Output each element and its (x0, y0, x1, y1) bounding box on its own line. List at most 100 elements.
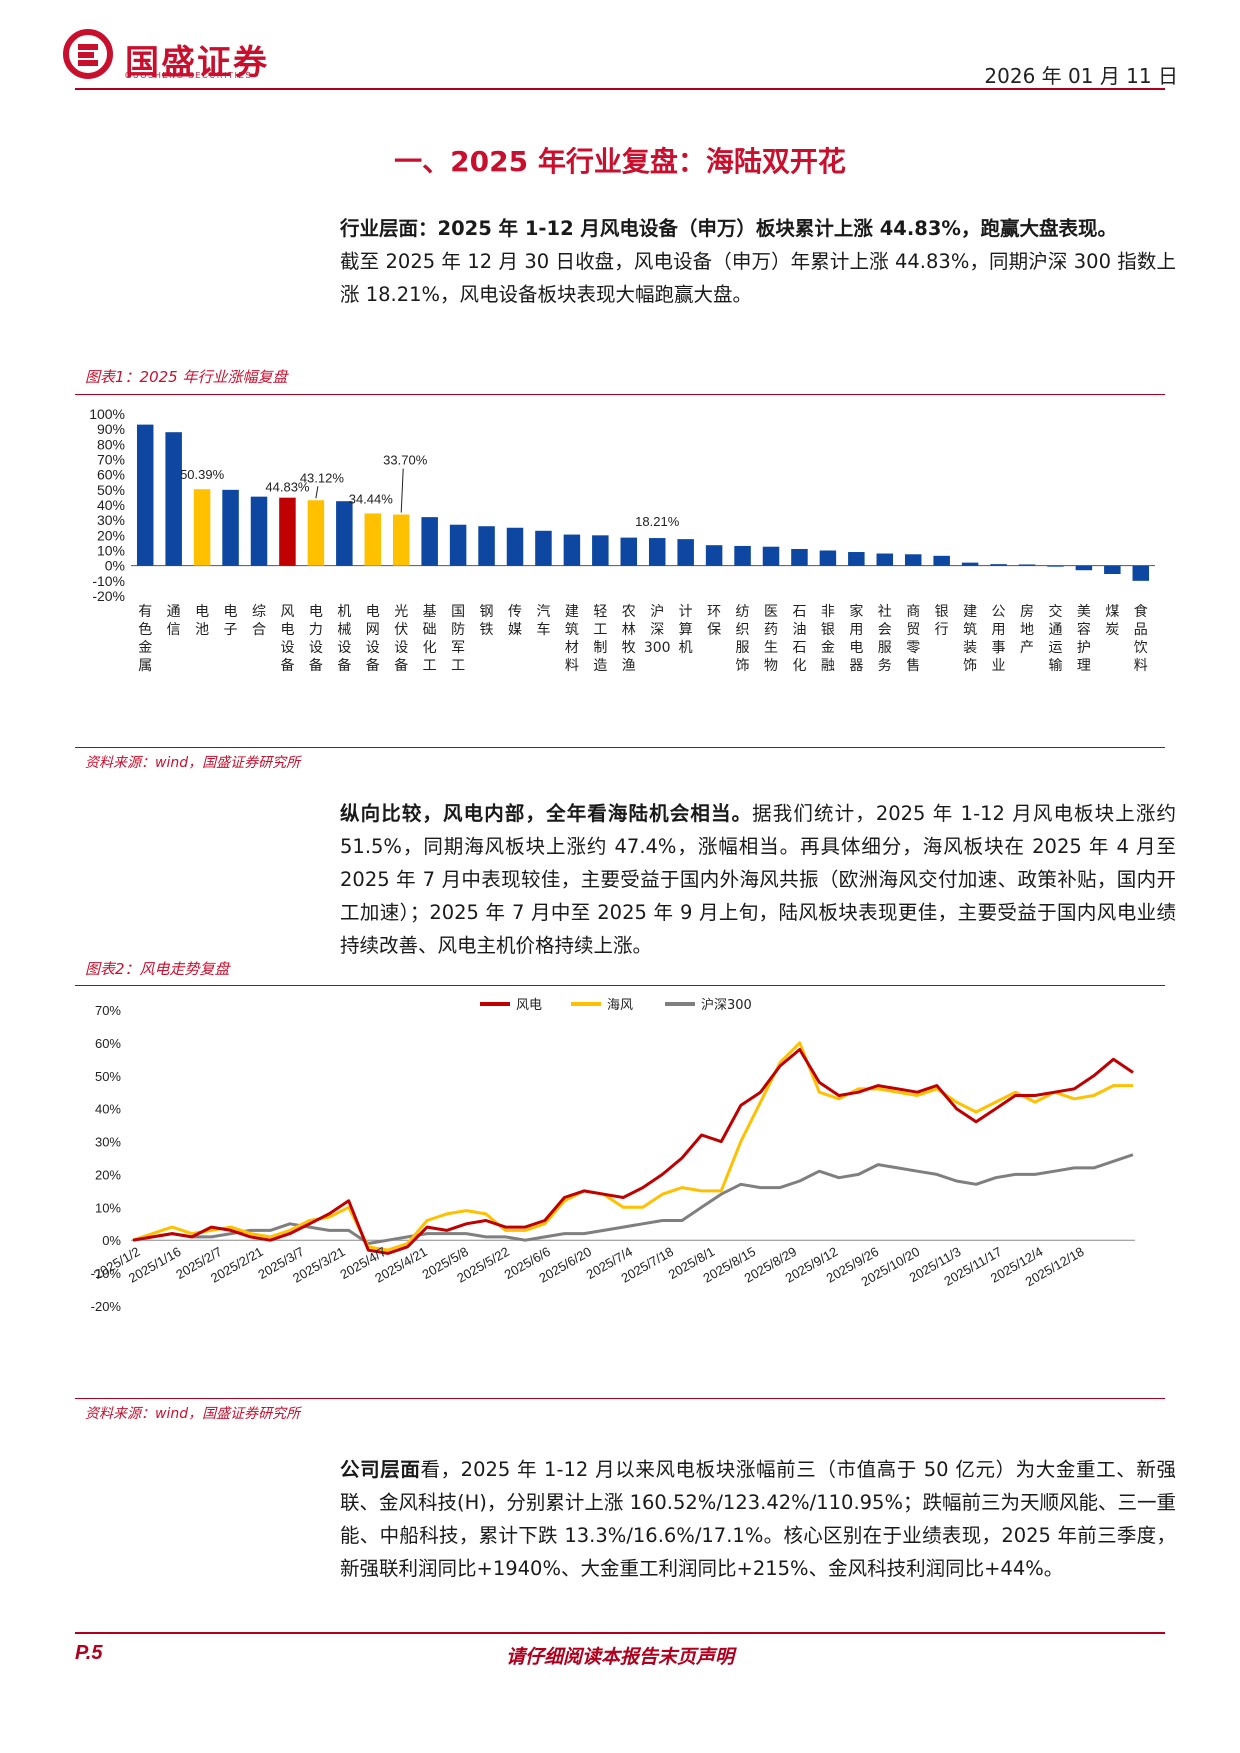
category-label: 电力设备 (309, 604, 323, 674)
category-label-char: 料 (565, 658, 579, 674)
category-label-char: 金 (138, 640, 152, 656)
bar (1104, 565, 1121, 575)
category-label-char: 伏 (394, 622, 408, 638)
category-label-char: 运 (1048, 640, 1062, 656)
category-label-char: 设 (366, 640, 380, 656)
y-tick-label: 50% (97, 482, 125, 498)
paragraph-wind-compare: 纵向比较，风电内部，全年看海陆机会相当。据我们统计，2025 年 1-12 月风… (340, 797, 1176, 962)
category-label-char: 础 (423, 622, 437, 638)
category-label-char: 机 (679, 640, 693, 656)
category-label-char: 工 (451, 658, 465, 674)
category-label-char: 器 (849, 658, 863, 674)
data-label: 43.12% (300, 470, 345, 485)
category-label-char: 公 (992, 604, 1006, 620)
category-label-char: 饰 (963, 658, 977, 674)
category-label-char: 炭 (1105, 622, 1119, 638)
paragraph-wind-compare-body: 据我们统计，2025 年 1-12 月风电板块上涨约 51.5%，同期海风板块上… (340, 802, 1176, 957)
category-label-char: 物 (764, 658, 778, 674)
legend-label: 沪深300 (701, 997, 752, 1013)
category-label-char: 地 (1020, 622, 1034, 638)
category-label-char: 林 (622, 622, 636, 638)
figure1-top-rule (75, 394, 1165, 395)
category-label-char: 用 (992, 622, 1006, 638)
category-label: 电网设备 (366, 604, 380, 674)
paragraph-company-body: 公司层面看，2025 年 1-12 月以来风电板块涨幅前三（市值高于 50 亿元… (340, 1458, 1176, 1580)
category-label: 农林牧渔 (622, 604, 636, 674)
category-label-char: 饰 (736, 658, 750, 674)
category-label-char: 媒 (508, 622, 522, 638)
data-label: 18.21% (635, 514, 680, 529)
y-tick-label: 100% (89, 406, 125, 422)
category-label-char: 售 (906, 658, 920, 674)
legend-label: 风电 (516, 998, 542, 1013)
bar (620, 537, 638, 566)
data-label: 33.70% (383, 453, 428, 468)
bar (392, 514, 410, 566)
report-date: 2026 年 01 月 11 日 (984, 64, 1178, 88)
category-label-char: 银 (821, 622, 835, 638)
category-label-char: 建 (565, 604, 579, 620)
category-label-char: 输 (1048, 658, 1062, 674)
category-label-char: 装 (963, 640, 977, 656)
category-label-char: 设 (309, 640, 323, 656)
category-label-char: 药 (764, 622, 778, 638)
category-label-char: 保 (707, 622, 721, 638)
category-label-char: 铁 (480, 622, 494, 638)
category-label-char: 容 (1077, 621, 1091, 638)
category-label: 电池 (195, 604, 209, 638)
data-label: 34.44% (349, 491, 394, 506)
category-label: 风电设备 (280, 604, 294, 674)
category-label-char: 电 (309, 604, 323, 620)
category-label-char: 备 (309, 657, 323, 674)
category-label-char: 行 (935, 622, 949, 638)
category-label: 建筑装饰 (963, 604, 977, 674)
paragraph-wind-compare-lead: 纵向比较，风电内部，全年看海陆机会相当。 (340, 802, 753, 825)
y-tick-label: 40% (95, 1102, 121, 1117)
footer-divider (75, 1632, 1165, 1634)
y-tick-label: 30% (95, 1135, 121, 1150)
figure1-source: 资料来源：wind，国盛证券研究所 (85, 755, 301, 771)
category-label-char: 子 (224, 622, 238, 638)
bar (364, 513, 382, 566)
category-label-char: 产 (1020, 640, 1034, 656)
logo-subtitle: GUOSHENG SECURITIES (125, 71, 253, 80)
category-label: 美容护理 (1077, 604, 1091, 674)
y-tick-label: 70% (97, 452, 125, 468)
category-label-char: 通 (167, 604, 181, 620)
bar (1132, 565, 1150, 581)
category-label-char: 会 (878, 622, 892, 638)
category-label-char: 纺 (736, 604, 750, 620)
category-label: 社会服务 (878, 604, 892, 674)
bar (592, 535, 609, 566)
bar (1047, 565, 1064, 567)
category-label-char: 服 (878, 640, 892, 656)
category-label: 基础化工 (423, 603, 437, 674)
y-tick-label: 90% (97, 421, 125, 437)
bar (165, 432, 182, 566)
category-label: 房地产 (1020, 604, 1034, 656)
category-label: 国防军工 (451, 604, 465, 674)
category-label-char: 传 (508, 604, 522, 620)
bar (563, 534, 581, 566)
category-label-char: 商 (906, 604, 920, 620)
category-label: 纺织服饰 (736, 604, 750, 674)
category-label-char: 料 (1134, 658, 1148, 674)
category-label-char: 光 (394, 604, 408, 620)
y-tick-label: 50% (95, 1069, 121, 1084)
category-label-char: 机 (337, 604, 351, 620)
bar (506, 527, 524, 566)
disclaimer-note: 请仔细阅读本报告末页声明 (505, 1646, 734, 1668)
paragraph-industry-lead: 行业层面：2025 年 1-12 月风电设备（申万）板块累计上涨 44.83%，… (340, 217, 1117, 240)
category-label-char: 械 (337, 622, 351, 638)
category-label-char: 金 (821, 640, 835, 656)
y-tick-label: 20% (97, 527, 125, 543)
page-number: P.5 (75, 1642, 103, 1664)
series-line (132, 1041, 1133, 1252)
bar (648, 538, 666, 566)
y-tick-label: 70% (95, 1003, 121, 1018)
figure2-bottom-rule (75, 1398, 1165, 1399)
bar (136, 424, 154, 566)
y-tick-label: 40% (97, 497, 125, 513)
bar (279, 497, 296, 566)
category-label: 钢铁 (480, 604, 494, 638)
